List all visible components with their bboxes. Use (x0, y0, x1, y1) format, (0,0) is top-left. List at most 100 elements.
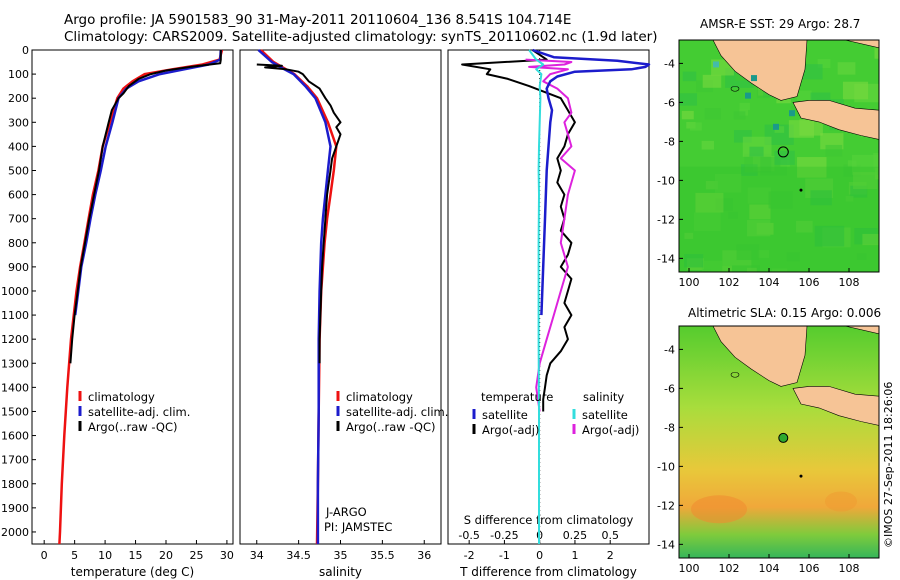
climatology-title: Climatology: CARS2009. Satellite-adjuste… (64, 29, 658, 45)
cloud-pixel (713, 61, 719, 68)
float-pi-label: PI: JAMSTEC (324, 520, 392, 534)
enggano-island (730, 85, 740, 92)
sea-patch (733, 111, 746, 120)
cloud-pixel (773, 123, 779, 130)
lon-tick-label: 106 (799, 562, 820, 575)
tdiff-tick-label: 1 (571, 549, 578, 562)
sea-patch (796, 90, 812, 101)
legend-heading: salinity (583, 390, 624, 404)
sst-map-frame (678, 39, 880, 273)
lon-tick-label: 108 (839, 276, 860, 289)
sea-patch (747, 267, 757, 272)
depth-tick-label: 600 (8, 189, 29, 202)
lon-tick-label: 104 (759, 276, 780, 289)
sea-patch (684, 232, 694, 239)
sst-map-title: AMSR-E SST: 29 Argo: 28.7 (700, 17, 861, 31)
salinity-series-2 (256, 63, 342, 364)
sea-patch (810, 190, 832, 206)
sdiff-tick-label: -0.5 (458, 529, 479, 542)
depth-tick-label: 1400 (1, 381, 29, 394)
sea-patch (847, 160, 857, 167)
depth-tick-label: 1500 (1, 405, 29, 418)
temperature-tick-label: 10 (98, 549, 112, 562)
salinity-tick-label: 36 (417, 549, 431, 562)
tdiff-tick-label: -1 (499, 549, 510, 562)
argo-float-marker (777, 146, 789, 158)
kalimantan-land (815, 326, 879, 335)
sla-map-body (679, 326, 879, 558)
salinity-tick-label: 35 (334, 549, 348, 562)
cool-band (679, 166, 879, 272)
sea-patch (679, 93, 698, 106)
sea-patch (768, 191, 793, 209)
sea-patch (853, 172, 878, 190)
temperature-tick-label: 20 (159, 549, 173, 562)
sea-patch (702, 74, 722, 88)
sea-patch (874, 42, 879, 59)
tdiff-tick-label: 2 (607, 549, 614, 562)
difference-series-2 (528, 49, 545, 544)
sea-patch (764, 124, 794, 145)
legend-label: satellite (482, 408, 528, 422)
sea-patch (701, 260, 723, 272)
kalimantan-land (815, 40, 879, 49)
sdiff-tick-label: 0.25 (563, 529, 588, 542)
high-sla-patch (825, 491, 857, 512)
lat-tick-label: -4 (664, 57, 675, 70)
profile-title: Argo profile: JA 5901583_90 31-May-2011 … (64, 12, 572, 28)
lat-tick-label: -10 (657, 460, 675, 473)
tdiff-tick-label: -2 (464, 549, 475, 562)
lat-tick-label: -8 (664, 135, 675, 148)
sla-map-frame (678, 325, 880, 559)
lon-tick-label: 108 (839, 562, 860, 575)
christmas-island (799, 188, 803, 192)
enggano-island (730, 371, 740, 378)
lon-tick-label: 100 (679, 276, 700, 289)
java-land (792, 386, 879, 426)
legend-label: Argo(..raw -QC) (346, 420, 436, 434)
sea-patch (774, 150, 795, 165)
sea-patch (851, 154, 879, 175)
temperature-tick-label: 0 (41, 549, 48, 562)
sea-patch (747, 187, 771, 204)
sumatra-land (679, 40, 808, 101)
sla-map-group: 100 102 104 106 108 -4 -6 -8 -10 -12 -14 (657, 325, 880, 575)
lat-tick-label: -12 (657, 499, 675, 512)
sea-patch (771, 268, 788, 272)
legend-label: satellite (582, 408, 628, 422)
sea-patch (814, 225, 845, 247)
sea-patch (739, 102, 750, 111)
lat-tick-label: -6 (664, 96, 675, 109)
sea-patch (757, 250, 769, 258)
sea-patch (825, 144, 843, 157)
java-land (792, 100, 879, 140)
salinity-tick-label: 35.5 (370, 549, 395, 562)
sea-patch (845, 195, 854, 202)
depth-tick-label: 1100 (1, 309, 29, 322)
sea-patch (774, 126, 785, 133)
sea-patch (856, 253, 867, 261)
depth-tick-label: 0 (22, 44, 29, 57)
sla-map-title: Altimetric SLA: 0.15 Argo: 0.006 (688, 306, 882, 320)
sea-patch (681, 110, 694, 120)
sea-patch (731, 265, 760, 272)
depth-tick-label: 300 (8, 116, 29, 129)
lat-tick-label: -14 (657, 252, 675, 265)
depth-tick-label: 800 (8, 237, 29, 250)
sea-patch (682, 71, 697, 82)
depth-tick-label: 2000 (1, 526, 29, 539)
depth-tick-label: 1900 (1, 502, 29, 515)
salinity-series-1 (257, 49, 332, 544)
depth-tick-label: 100 (8, 68, 29, 81)
lat-tick-label: -4 (664, 343, 675, 356)
sea-patch (747, 220, 771, 237)
depth-tick-label: 1700 (1, 454, 29, 467)
lat-tick-label: -6 (664, 382, 675, 395)
sea-patch (749, 146, 764, 157)
legend-label: Argo(..raw -QC) (88, 420, 178, 434)
depth-tick-label: 500 (8, 164, 29, 177)
sea-patch (749, 204, 771, 220)
depth-tick-label: 1600 (1, 430, 29, 443)
depth-tick-label: 200 (8, 92, 29, 105)
depth-tick-label: 1000 (1, 285, 29, 298)
